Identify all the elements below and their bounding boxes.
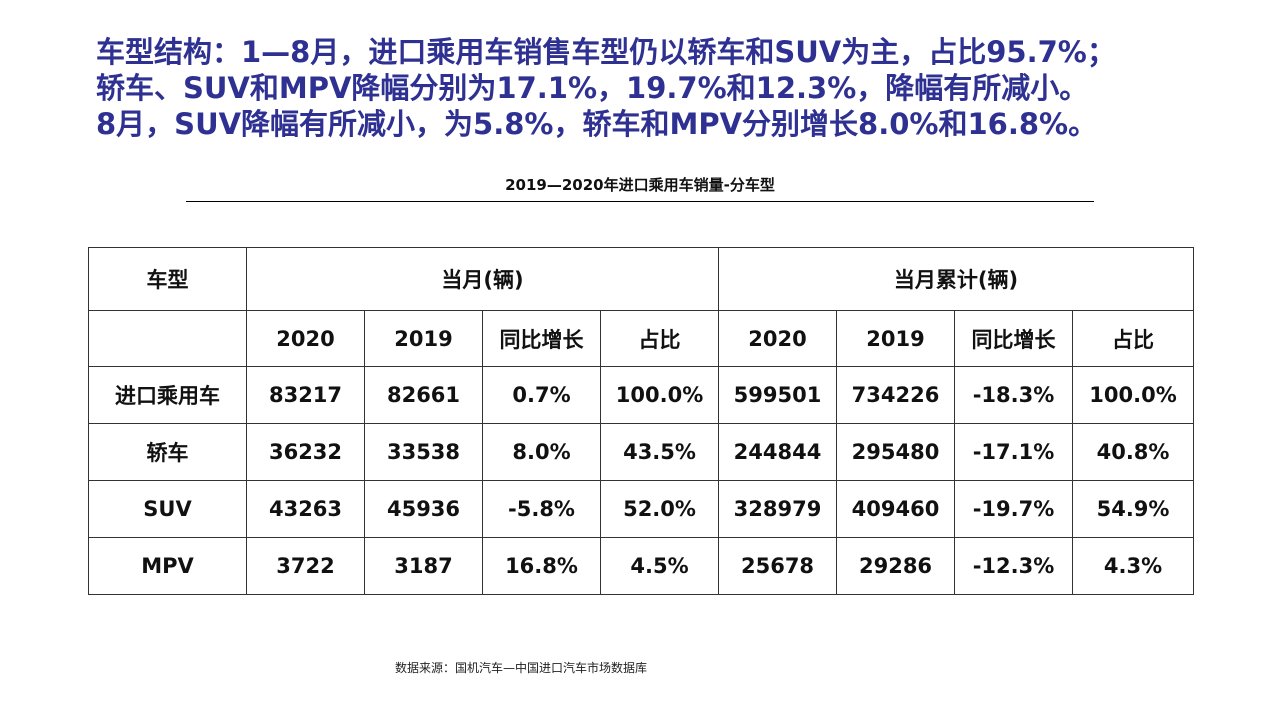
- sub-header-cum-2020: 2020: [718, 310, 838, 367]
- sub-header-cum-yoy: 同比增长: [954, 310, 1074, 367]
- sub-header-cum-share: 占比: [1072, 310, 1195, 367]
- table-cell: 45936: [364, 480, 483, 538]
- table-cell: -19.7%: [954, 480, 1074, 538]
- table-cell: 25678: [718, 537, 838, 595]
- table-cell: 4.3%: [1072, 537, 1195, 595]
- headline-line-2: 轿车、SUV和MPV降幅分别为17.1%，19.7%和12.3%，降幅有所减小。: [96, 71, 1089, 105]
- row-label: MPV: [88, 537, 247, 595]
- table-row: 进口乘用车 83217 82661 0.7% 100.0% 599501 734…: [88, 366, 1195, 424]
- row-label: SUV: [88, 480, 247, 538]
- table-cell: 3722: [246, 537, 365, 595]
- table-cell: 83217: [246, 366, 365, 424]
- row-label: 进口乘用车: [88, 366, 247, 424]
- headline: 车型结构：1—8月，进口乘用车销售车型仍以轿车和SUV为主，占比95.7%； 轿…: [96, 34, 1256, 142]
- table-cell: 16.8%: [482, 537, 601, 595]
- table-cell: 4.5%: [599, 537, 720, 595]
- header-type: 车型: [88, 247, 247, 311]
- headline-line-3: 8月，SUV降幅有所减小，为5.8%，轿车和MPV分别增长8.0%和16.8%。: [96, 107, 1098, 141]
- table-cell: 734226: [836, 366, 956, 424]
- table-cell: -17.1%: [954, 423, 1074, 481]
- data-source-note: 数据来源：国机汽车—中国进口汽车市场数据库: [395, 661, 648, 675]
- table-cell: -12.3%: [954, 537, 1074, 595]
- table-cell: 33538: [364, 423, 483, 481]
- table-cell: 43.5%: [599, 423, 720, 481]
- sub-header-cum-2019: 2019: [836, 310, 956, 367]
- table-cell: 295480: [836, 423, 956, 481]
- sub-header-month-share: 占比: [599, 310, 720, 367]
- table-cell: 599501: [718, 366, 838, 424]
- table-cell: 82661: [364, 366, 483, 424]
- table-cell: 100.0%: [599, 366, 720, 424]
- headline-line-1: 车型结构：1—8月，进口乘用车销售车型仍以轿车和SUV为主，占比95.7%；: [96, 35, 1116, 69]
- table-cell: 100.0%: [1072, 366, 1195, 424]
- sub-header-month-2019: 2019: [364, 310, 483, 367]
- table-cell: 36232: [246, 423, 365, 481]
- sub-header-month-yoy: 同比增长: [482, 310, 601, 367]
- table-cell: 8.0%: [482, 423, 601, 481]
- table-cell: 409460: [836, 480, 956, 538]
- header-group-cumulative: 当月累计(辆): [718, 247, 1195, 311]
- title-divider: [186, 201, 1094, 202]
- group-header-row: 车型 当月(辆) 当月累计(辆): [88, 247, 1195, 311]
- header-empty-cell: [88, 310, 247, 367]
- table-title: 2019—2020年进口乘用车销量-分车型: [505, 176, 775, 194]
- table-cell: 3187: [364, 537, 483, 595]
- table-cell: 244844: [718, 423, 838, 481]
- table-cell: -18.3%: [954, 366, 1074, 424]
- table-row: SUV 43263 45936 -5.8% 52.0% 328979 40946…: [88, 480, 1195, 538]
- row-label: 轿车: [88, 423, 247, 481]
- table-cell: 328979: [718, 480, 838, 538]
- header-group-month: 当月(辆): [245, 247, 720, 311]
- table-cell: 43263: [246, 480, 365, 538]
- sales-table: 车型 当月(辆) 当月累计(辆) 2020 2019 同比增长 占比 2020 …: [88, 247, 1195, 595]
- sub-header-row: 2020 2019 同比增长 占比 2020 2019 同比增长 占比: [88, 310, 1195, 367]
- table-cell: 54.9%: [1072, 480, 1195, 538]
- table-cell: 0.7%: [482, 366, 601, 424]
- sub-header-month-2020: 2020: [246, 310, 365, 367]
- table-row: 轿车 36232 33538 8.0% 43.5% 244844 295480 …: [88, 423, 1195, 481]
- table-cell: 52.0%: [599, 480, 720, 538]
- table-cell: -5.8%: [482, 480, 601, 538]
- table-row: MPV 3722 3187 16.8% 4.5% 25678 29286 -12…: [88, 537, 1195, 595]
- table-cell: 29286: [836, 537, 956, 595]
- table-cell: 40.8%: [1072, 423, 1195, 481]
